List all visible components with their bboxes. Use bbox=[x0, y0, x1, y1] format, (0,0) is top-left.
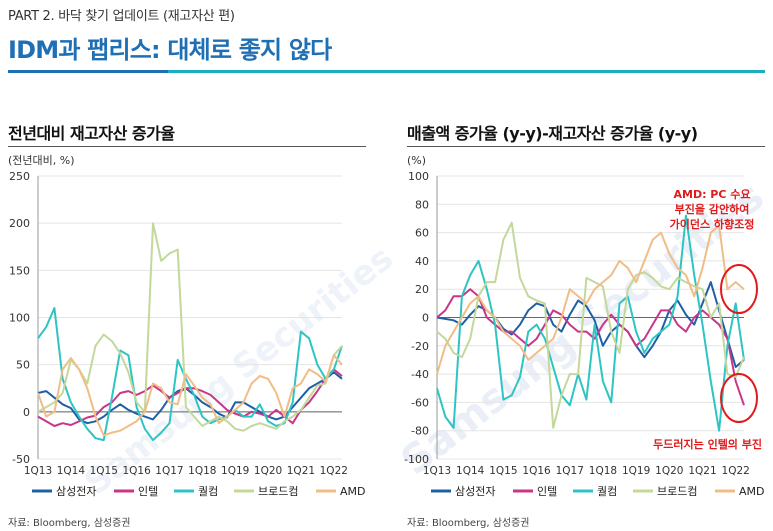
right-x-tick-label: 1Q17 bbox=[556, 465, 584, 477]
left-y-tick-label: 250 bbox=[9, 170, 30, 183]
left-y-tick-label: 50 bbox=[16, 359, 30, 372]
left-x-tick-label: 1Q13 bbox=[24, 465, 52, 477]
left-series-line-AMD bbox=[37, 354, 343, 437]
right-x-tick-label: 1Q16 bbox=[522, 465, 551, 477]
left-chart-title: 전년대비 재고자산 증가율 bbox=[8, 124, 175, 143]
right-y-tick-label: 100 bbox=[408, 170, 429, 183]
left-source-note: 자료: Bloomberg, 삼성증권 bbox=[8, 518, 131, 529]
highlight-circle-intel bbox=[720, 373, 758, 423]
right-series-line-인텔 bbox=[436, 288, 745, 406]
left-y-tick-label: 100 bbox=[9, 312, 30, 325]
right-x-tick-label: 1Q14 bbox=[456, 465, 485, 477]
left-y-tick-label: 0 bbox=[23, 406, 30, 419]
right-y-tick-label: -20 bbox=[411, 340, 429, 353]
left-legend-label: 인텔 bbox=[138, 485, 158, 498]
right-x-tick-label: 1Q20 bbox=[655, 465, 683, 477]
left-x-tick-label: 1Q18 bbox=[188, 465, 216, 477]
right-x-tick-label: 1Q15 bbox=[489, 465, 517, 477]
annotation-intel: 두드러지는 인텔의 부진 bbox=[653, 437, 762, 451]
annotation-amd: 부진을 감안하여 bbox=[675, 202, 750, 216]
right-chart-rule bbox=[407, 146, 765, 147]
right-x-tick-label: 1Q13 bbox=[423, 465, 451, 477]
right-y-tick-label: 80 bbox=[415, 198, 429, 211]
left-legend-label: 삼성전자 bbox=[56, 485, 96, 498]
right-y-tick-label: 0 bbox=[422, 312, 429, 325]
left-x-tick-label: 1Q19 bbox=[221, 465, 249, 477]
right-y-tick-label: -40 bbox=[411, 368, 429, 381]
right-series-line-퀄컴 bbox=[436, 214, 745, 432]
left-x-tick-label: 1Q20 bbox=[254, 465, 282, 477]
right-y-tick-label: 40 bbox=[415, 255, 429, 268]
right-x-tick-label: 1Q19 bbox=[622, 465, 650, 477]
left-y-tick-label: 150 bbox=[9, 264, 30, 277]
annotation-amd: 가이던스 하향조정 bbox=[670, 217, 755, 231]
left-chart-rule bbox=[8, 146, 366, 147]
page-title: IDM과 팹리스: 대체로 좋지 않다 bbox=[8, 36, 332, 64]
left-x-tick-label: 1Q21 bbox=[287, 465, 315, 477]
left-y-tick-label: -50 bbox=[12, 453, 30, 466]
highlight-circle-amd bbox=[720, 264, 758, 314]
right-legend-label: 인텔 bbox=[537, 485, 557, 498]
section-label: PART 2. 바닥 찾기 업데이트 (재고자산 편) bbox=[8, 9, 235, 24]
left-unit-label: (전년대비, %) bbox=[8, 154, 75, 167]
left-series-line-퀄컴 bbox=[37, 307, 343, 442]
left-x-tick-label: 1Q17 bbox=[155, 465, 183, 477]
left-legend-label: AMD bbox=[340, 485, 366, 498]
right-legend-label: 삼성전자 bbox=[455, 485, 495, 498]
right-y-tick-label: -80 bbox=[411, 425, 429, 438]
left-series-line-삼성전자 bbox=[37, 371, 343, 425]
title-underline-accent bbox=[8, 70, 168, 73]
right-legend-label: 브로드컴 bbox=[657, 485, 697, 498]
right-source-note: 자료: Bloomberg, 삼성증권 bbox=[407, 518, 530, 529]
annotation-amd: AMD: PC 수요 bbox=[673, 188, 750, 201]
left-legend-label: 퀄컴 bbox=[198, 485, 218, 498]
right-series-line-AMD bbox=[436, 224, 745, 375]
right-x-tick-label: 1Q22 bbox=[722, 465, 750, 477]
right-y-tick-label: 20 bbox=[415, 283, 429, 296]
right-legend-label: 퀄컴 bbox=[597, 485, 617, 498]
title-underline bbox=[8, 70, 765, 73]
right-x-tick-label: 1Q18 bbox=[589, 465, 617, 477]
right-series-line-브로드컴 bbox=[436, 221, 745, 429]
right-y-tick-label: -100 bbox=[404, 453, 429, 466]
left-x-tick-label: 1Q16 bbox=[122, 465, 151, 477]
right-y-tick-label: 60 bbox=[415, 227, 429, 240]
left-y-tick-label: 200 bbox=[9, 217, 30, 230]
left-legend-label: 브로드컴 bbox=[258, 485, 298, 498]
left-x-tick-label: 1Q22 bbox=[320, 465, 348, 477]
left-x-tick-label: 1Q15 bbox=[90, 465, 118, 477]
right-chart-title: 매출액 증가율 (y-y)-재고자산 증가율 (y-y) bbox=[407, 124, 698, 143]
right-legend-label: AMD bbox=[739, 485, 765, 498]
right-unit-label: (%) bbox=[407, 154, 426, 167]
left-series-line-브로드컴 bbox=[37, 222, 343, 432]
left-x-tick-label: 1Q14 bbox=[57, 465, 86, 477]
right-x-tick-label: 1Q21 bbox=[688, 465, 716, 477]
right-y-tick-label: -60 bbox=[411, 396, 429, 409]
